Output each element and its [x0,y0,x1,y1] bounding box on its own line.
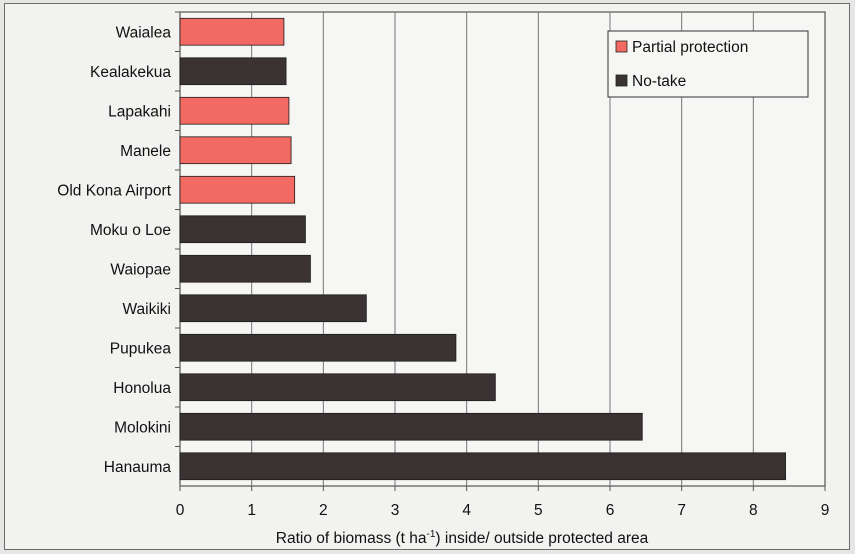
x-tick-label: 4 [462,502,471,519]
category-label: Old Kona Airport [57,182,171,199]
legend: Partial protection No-take [607,30,809,98]
bar [179,96,290,125]
category-label: Kealakekua [90,64,171,81]
x-tick-label: 9 [821,502,830,519]
bars [179,17,786,481]
x-axis-title: Ratio of biomass (t ha-1) inside/ outsid… [276,529,649,547]
category-label: Honolua [113,380,171,397]
bar [179,57,287,86]
category-label: Hanauma [104,459,172,476]
x-tick-label: 0 [176,502,185,519]
legend-label-notake: No-take [632,73,686,90]
category-label: Pupukea [110,340,172,357]
y-axis-labels: Waialea Kealakekua Lapakahi Manele Old Kona … [57,11,180,476]
legend-swatch-partial [615,40,628,53]
legend-label-partial: Partial protection [632,39,748,56]
bar [179,373,496,402]
x-tick-label: 5 [534,502,543,519]
x-tick-label: 3 [391,502,400,519]
category-label: Waialea [116,24,172,41]
bar [179,17,285,46]
bar [179,136,292,165]
category-label: Manele [120,143,171,160]
x-tick-label: 2 [319,502,328,519]
bar [179,412,643,441]
x-tick-label: 8 [749,502,758,519]
category-label: Moku o Loe [90,222,171,239]
category-label: Molokini [114,419,171,436]
legend-box [607,30,809,98]
x-tick-label: 6 [606,502,615,519]
category-label: Waiopae [110,261,171,278]
x-axis-labels: 0 1 2 3 4 5 6 7 8 9 [176,486,830,519]
x-tick-label: 7 [677,502,686,519]
legend-swatch-notake [615,74,628,87]
x-tick-label: 1 [247,502,256,519]
bar [179,294,367,323]
bar [179,215,306,244]
category-label: Lapakahi [108,103,171,120]
bar [179,254,311,283]
bar [179,175,296,204]
bar [179,452,786,481]
bar [179,333,457,362]
category-label: Waikiki [122,301,171,318]
